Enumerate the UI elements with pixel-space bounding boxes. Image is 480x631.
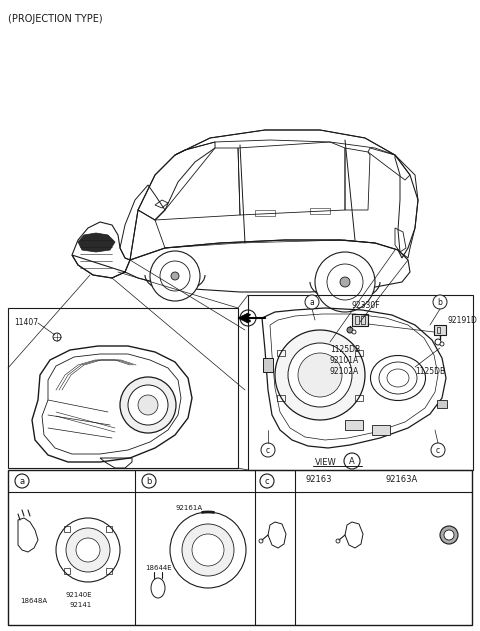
Text: a: a — [310, 298, 314, 307]
Text: 18644E: 18644E — [145, 565, 172, 571]
Text: 92330F: 92330F — [352, 301, 381, 310]
Bar — [310, 208, 330, 214]
Circle shape — [240, 310, 256, 326]
Text: 92191D: 92191D — [448, 316, 478, 325]
Circle shape — [259, 539, 263, 543]
Text: b: b — [146, 477, 152, 486]
Polygon shape — [238, 313, 248, 323]
Bar — [8, 470, 472, 625]
Circle shape — [120, 377, 176, 433]
Circle shape — [138, 395, 158, 415]
Text: 18648A: 18648A — [20, 598, 47, 604]
Circle shape — [352, 330, 356, 334]
Bar — [106, 568, 112, 574]
Text: 92102A: 92102A — [330, 367, 359, 376]
Circle shape — [76, 538, 100, 562]
Bar — [345, 420, 363, 430]
Bar — [277, 394, 285, 401]
Circle shape — [160, 261, 190, 291]
Circle shape — [182, 524, 234, 576]
Circle shape — [440, 342, 444, 346]
Text: a: a — [19, 477, 24, 486]
Circle shape — [261, 443, 275, 457]
Text: VIEW: VIEW — [315, 458, 337, 467]
Bar — [361, 316, 365, 324]
Circle shape — [260, 474, 274, 488]
Circle shape — [275, 330, 365, 420]
Circle shape — [440, 526, 458, 544]
Text: 11407: 11407 — [14, 318, 38, 327]
Circle shape — [142, 474, 156, 488]
Text: 1125DB: 1125DB — [415, 367, 445, 376]
Circle shape — [435, 339, 441, 345]
Bar — [434, 325, 446, 335]
Bar — [355, 316, 359, 324]
Circle shape — [315, 252, 375, 312]
Circle shape — [305, 295, 319, 309]
Bar — [355, 394, 363, 401]
Circle shape — [444, 530, 454, 540]
Circle shape — [53, 333, 61, 341]
Circle shape — [15, 474, 29, 488]
Text: 92141: 92141 — [70, 602, 92, 608]
Circle shape — [192, 534, 224, 566]
Text: 92140E: 92140E — [65, 592, 92, 598]
Circle shape — [150, 251, 200, 301]
Text: c: c — [436, 446, 440, 455]
Text: 92163: 92163 — [305, 475, 332, 484]
Text: A: A — [245, 314, 251, 323]
Bar — [437, 400, 447, 408]
Circle shape — [298, 353, 342, 397]
Text: A: A — [349, 457, 355, 466]
Text: 1125DB: 1125DB — [330, 345, 360, 354]
Circle shape — [170, 512, 246, 588]
Circle shape — [433, 295, 447, 309]
Circle shape — [128, 385, 168, 425]
Text: c: c — [266, 446, 270, 455]
Bar — [248, 295, 473, 470]
Circle shape — [66, 528, 110, 572]
Bar — [437, 327, 440, 333]
Circle shape — [327, 264, 363, 300]
Circle shape — [431, 443, 445, 457]
Bar — [372, 425, 390, 435]
Circle shape — [347, 327, 353, 333]
Bar — [255, 210, 275, 216]
Circle shape — [56, 518, 120, 582]
Text: 92163A: 92163A — [385, 475, 417, 484]
Bar — [106, 526, 112, 532]
Text: 92101A: 92101A — [330, 356, 359, 365]
Bar — [64, 568, 70, 574]
Circle shape — [288, 343, 352, 407]
Text: c: c — [264, 477, 269, 486]
Bar — [352, 314, 368, 326]
Bar — [277, 350, 285, 355]
Circle shape — [344, 453, 360, 469]
Polygon shape — [78, 233, 115, 252]
Text: b: b — [438, 298, 443, 307]
Circle shape — [340, 277, 350, 287]
Circle shape — [336, 539, 340, 543]
Bar — [263, 358, 273, 372]
Bar — [64, 526, 70, 532]
Text: 92161A: 92161A — [175, 505, 202, 511]
Bar — [355, 350, 363, 355]
Text: (PROJECTION TYPE): (PROJECTION TYPE) — [8, 14, 103, 24]
Circle shape — [171, 272, 179, 280]
Bar — [8, 308, 238, 468]
